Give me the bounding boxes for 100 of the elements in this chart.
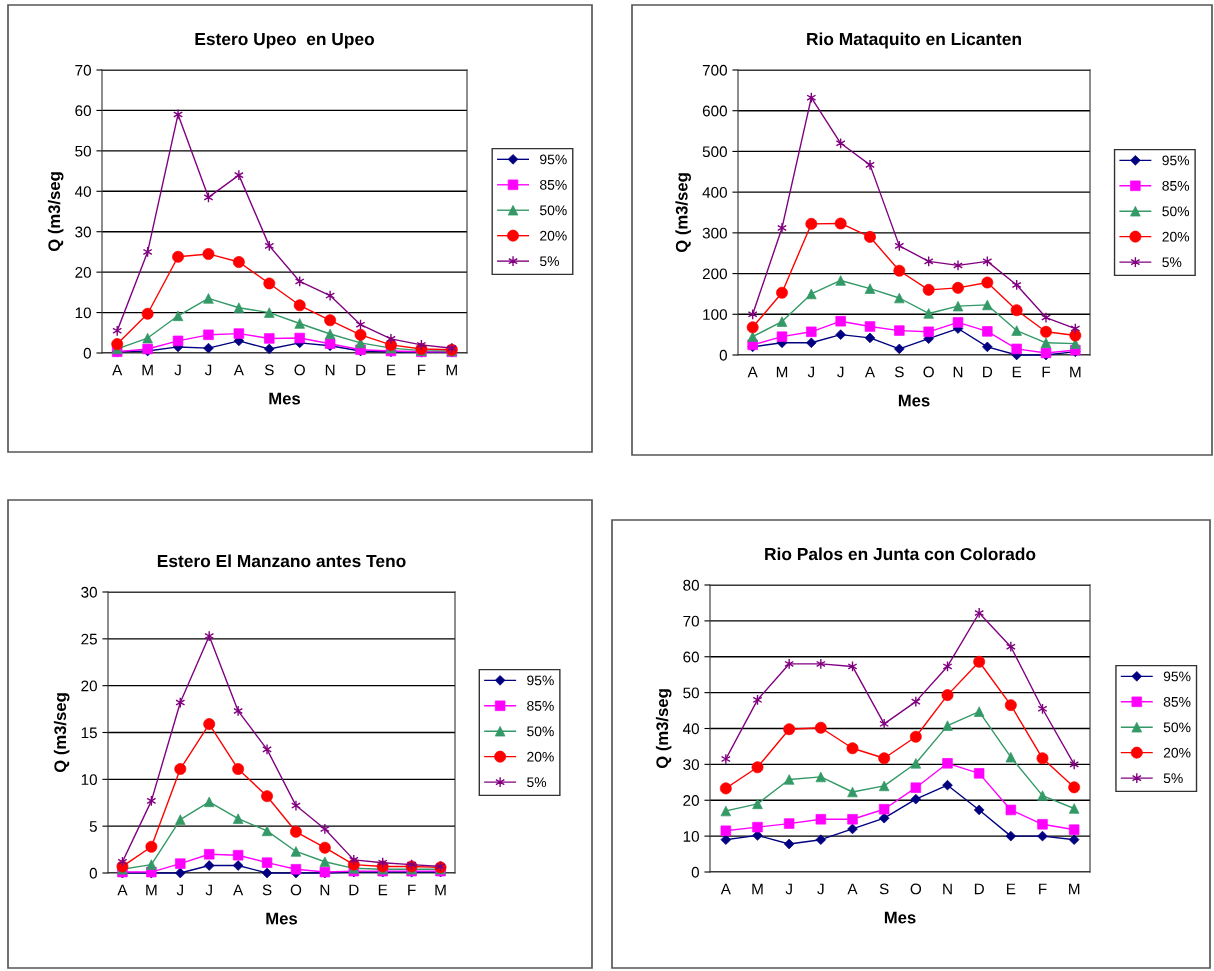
x-tick-label: M (776, 366, 788, 378)
legend-label: 50% (1162, 206, 1190, 217)
x-tick-label: D (356, 364, 366, 376)
y-tick-label: 20 (75, 267, 91, 278)
x-axis-title: Mes (269, 392, 301, 405)
x-tick-label: E (387, 364, 396, 376)
y-tick-label: 0 (691, 866, 699, 878)
chart-title: Estero Upeo en Upeo (195, 33, 375, 49)
y-axis-title: Q (m3/seg (47, 172, 64, 252)
y-tick-label: 0 (89, 867, 97, 879)
x-axis-title: Mes (898, 394, 930, 407)
legend-label: 85% (527, 700, 554, 711)
x-tick-label: N (943, 883, 952, 895)
legend-label: 5% (527, 777, 547, 788)
y-tick-label: 80 (683, 579, 699, 591)
legend-label: 85% (1162, 180, 1190, 191)
x-axis-title: Mes (884, 911, 916, 924)
x-tick-label: O (923, 366, 934, 378)
legend-label: 50% (527, 726, 554, 737)
y-tick-label: 60 (75, 105, 91, 117)
legend-label: 95% (540, 154, 567, 165)
x-tick-label: E (1006, 883, 1016, 895)
x-tick-label: D (983, 366, 993, 378)
x-tick-label: J (817, 883, 824, 895)
y-tick-label: 30 (75, 226, 91, 238)
legend-label: 5% (1162, 257, 1182, 268)
y-tick-label: 40 (682, 723, 699, 735)
x-tick-label: A (117, 884, 128, 896)
y-tick-label: 30 (81, 586, 97, 598)
y-tick-label: 700 (702, 64, 727, 76)
x-tick-label: F (417, 364, 426, 376)
x-tick-label: J (176, 884, 183, 896)
x-tick-label: O (294, 364, 305, 376)
y-tick-label: 500 (702, 146, 727, 158)
y-tick-label: 0 (83, 347, 91, 359)
x-tick-label: J (785, 883, 792, 895)
x-tick-label: F (1042, 366, 1051, 378)
x-tick-label: N (325, 364, 335, 376)
x-tick-label: E (1012, 366, 1022, 378)
y-tick-label: 15 (81, 727, 97, 739)
x-tick-label: S (894, 366, 904, 378)
legend-label: 20% (527, 751, 554, 762)
y-tick-label: 5 (89, 821, 97, 832)
y-tick-label: 100 (703, 309, 727, 320)
x-tick-label: S (262, 884, 272, 896)
x-tick-label: F (1039, 883, 1047, 895)
x-tick-label: A (720, 883, 731, 895)
legend-label: 95% (1163, 671, 1191, 682)
y-tick-label: 40 (74, 186, 91, 197)
chart-title: Estero El Manzano antes Teno (157, 554, 406, 568)
legend-label: 85% (540, 179, 567, 190)
x-tick-label: E (378, 884, 388, 896)
y-axis-title: Q (m3/seg (655, 689, 672, 769)
legend-label: 50% (1163, 722, 1191, 733)
x-tick-label: J (204, 364, 212, 376)
x-tick-label: O (290, 884, 302, 896)
y-tick-label: 30 (683, 759, 699, 771)
y-tick-label: 10 (75, 307, 91, 319)
legend-label: 95% (1162, 155, 1190, 166)
x-tick-label: A (112, 364, 123, 376)
x-tick-label: D (974, 883, 984, 895)
x-tick-label: F (408, 884, 416, 896)
x-tick-label: M (446, 364, 457, 376)
y-tick-label: 600 (702, 105, 727, 117)
y-axis-title: Q (m3/seg (53, 693, 70, 773)
x-tick-label: N (953, 366, 963, 378)
x-tick-label: A (747, 366, 758, 378)
y-tick-label: 70 (683, 615, 699, 627)
x-tick-label: J (837, 366, 844, 378)
x-tick-label: M (1069, 883, 1080, 895)
x-tick-label: M (142, 364, 153, 376)
y-tick-label: 300 (702, 227, 727, 239)
y-tick-label: 20 (683, 795, 699, 806)
legend-label: 5% (539, 256, 559, 267)
y-tick-label: 70 (75, 64, 91, 76)
y-tick-label: 10 (81, 774, 97, 786)
legend-label: 95% (527, 675, 554, 686)
x-tick-label: D (349, 884, 359, 896)
legend-label: 50% (539, 205, 567, 216)
y-tick-label: 50 (75, 145, 91, 157)
x-tick-label: A (233, 884, 244, 896)
legend-label: 20% (1163, 747, 1191, 758)
x-tick-label: M (1070, 366, 1081, 378)
y-tick-label: 60 (683, 651, 699, 663)
x-tick-label: A (864, 366, 876, 378)
x-tick-label: S (879, 883, 889, 895)
legend-label: 20% (540, 230, 567, 241)
x-tick-label: J (807, 366, 815, 378)
x-tick-label: A (847, 883, 858, 895)
x-tick-label: M (435, 884, 446, 896)
y-tick-label: 200 (702, 268, 727, 280)
y-tick-label: 20 (81, 680, 97, 692)
x-tick-label: J (174, 364, 181, 376)
legend-label: 85% (1163, 696, 1191, 707)
y-tick-label: 25 (81, 633, 97, 645)
y-tick-label: 50 (683, 687, 699, 699)
chart-title: Rio Mataquito en Licanten (807, 32, 1021, 49)
x-tick-label: M (146, 884, 157, 896)
y-tick-label: 0 (719, 349, 727, 361)
x-tick-label: O (910, 883, 922, 895)
